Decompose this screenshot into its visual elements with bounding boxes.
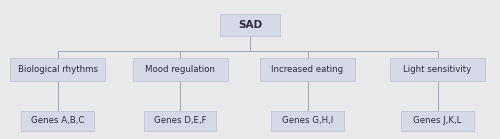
FancyBboxPatch shape	[401, 111, 474, 131]
FancyBboxPatch shape	[271, 111, 344, 131]
FancyBboxPatch shape	[132, 58, 228, 81]
FancyBboxPatch shape	[390, 58, 485, 81]
FancyBboxPatch shape	[144, 111, 216, 131]
FancyBboxPatch shape	[260, 58, 355, 81]
FancyBboxPatch shape	[220, 14, 280, 36]
Text: SAD: SAD	[238, 20, 262, 30]
Text: Genes A,B,C: Genes A,B,C	[31, 116, 84, 125]
FancyBboxPatch shape	[10, 58, 105, 81]
FancyBboxPatch shape	[22, 111, 94, 131]
Text: Genes D,E,F: Genes D,E,F	[154, 116, 206, 125]
Text: Genes G,H,I: Genes G,H,I	[282, 116, 333, 125]
Text: Light sensitivity: Light sensitivity	[404, 65, 471, 74]
Text: Increased eating: Increased eating	[272, 65, 344, 74]
Text: Biological rhythms: Biological rhythms	[18, 65, 98, 74]
Text: Mood regulation: Mood regulation	[145, 65, 215, 74]
Text: Genes J,K,L: Genes J,K,L	[414, 116, 462, 125]
